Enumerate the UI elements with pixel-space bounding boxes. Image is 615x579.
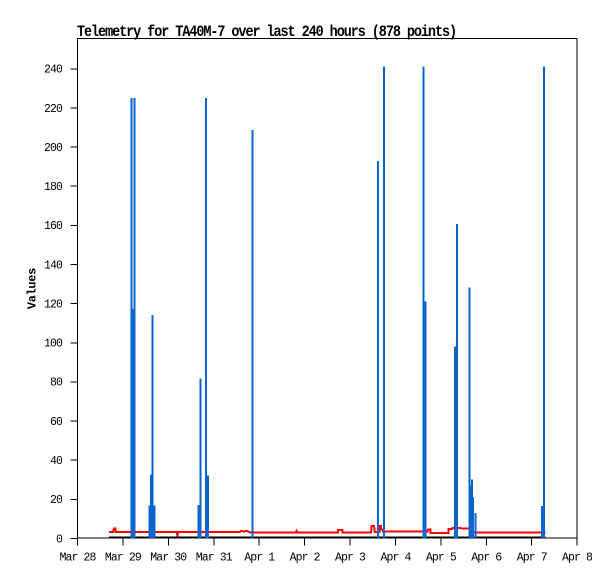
svg-text:180: 180 [44,181,63,194]
svg-text:Values: Values [26,268,40,309]
svg-text:160: 160 [44,220,63,233]
svg-text:0: 0 [56,533,63,546]
svg-text:Apr 6: Apr 6 [471,551,502,564]
svg-text:120: 120 [44,298,63,311]
svg-text:100: 100 [44,338,63,351]
svg-text:Apr 2: Apr 2 [290,551,321,564]
svg-text:60: 60 [50,416,63,429]
svg-text:20: 20 [50,494,63,507]
svg-text:140: 140 [44,259,63,272]
svg-text:Mar 28: Mar 28 [59,551,96,564]
svg-text:Apr 3: Apr 3 [335,551,366,564]
svg-text:Apr 1: Apr 1 [244,551,275,564]
svg-text:40: 40 [50,455,63,468]
svg-text:200: 200 [44,142,63,155]
svg-text:Apr 4: Apr 4 [380,551,411,564]
svg-text:Mar 29: Mar 29 [105,551,142,564]
svg-text:220: 220 [44,103,63,116]
svg-text:Apr 8: Apr 8 [562,551,593,564]
svg-text:80: 80 [50,377,63,390]
svg-text:Mar 31: Mar 31 [196,551,233,564]
svg-text:240: 240 [44,64,63,77]
svg-text:Apr 7: Apr 7 [517,551,547,564]
svg-text:Mar 30: Mar 30 [150,551,187,564]
svg-text:Apr 5: Apr 5 [426,551,457,564]
svg-text:Telemetry for TA40M-7 over las: Telemetry for TA40M-7 over last 240 hour… [77,24,456,41]
